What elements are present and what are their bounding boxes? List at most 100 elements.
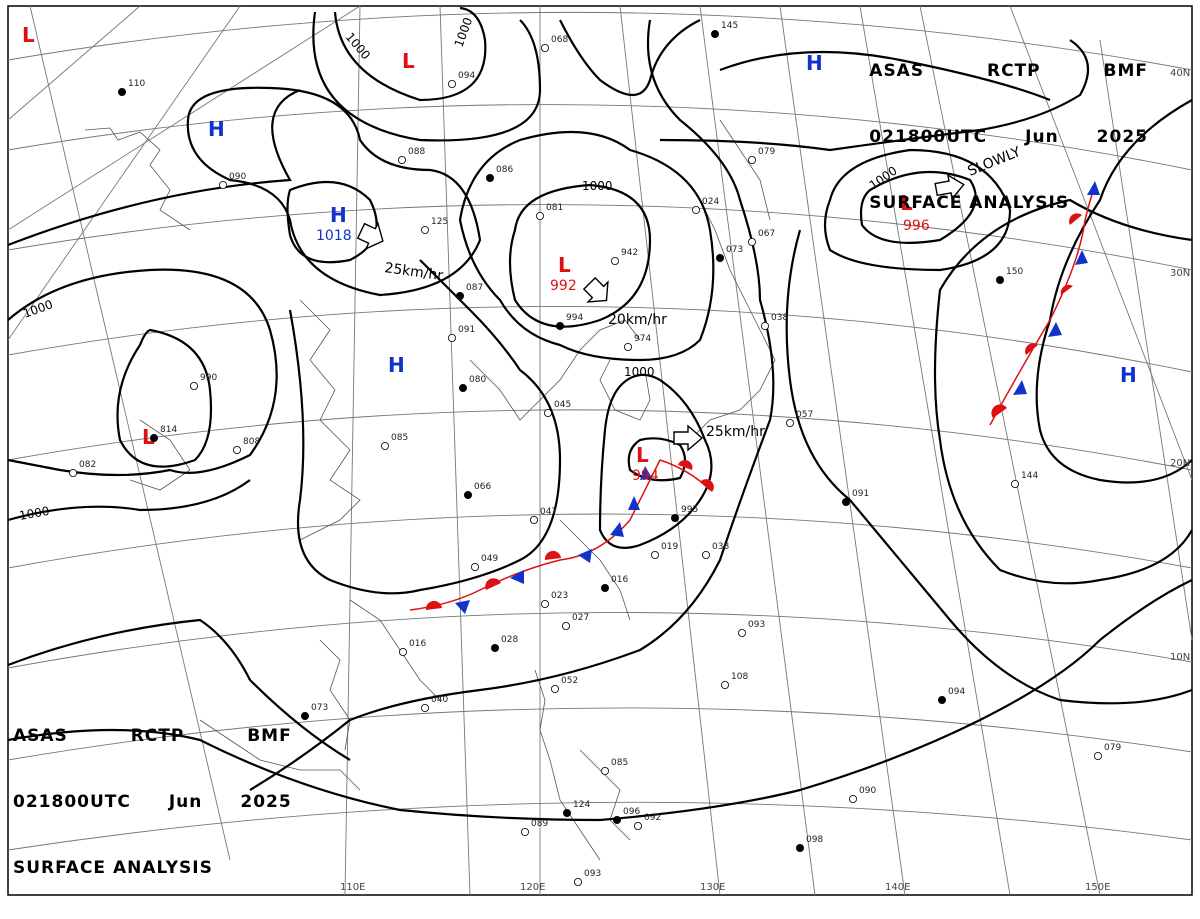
station-marker [232,445,241,454]
station-marker [711,29,720,38]
motion-speed: 25km/hr [383,260,444,284]
station-pressure: 057 [796,410,813,420]
cold-front-symbol [1013,380,1027,395]
station-marker [398,648,407,657]
station-pressure: 067 [758,229,775,239]
station-pressure: 089 [531,819,548,829]
valid-time: 021800UTC [869,127,988,147]
cold-front-symbol [628,496,640,510]
station-pressure: 019 [661,542,678,552]
station-marker [748,237,757,246]
valid-month: Jun [1025,127,1059,147]
station-pressure: 038 [712,542,729,552]
warm-front-symbol [425,600,442,610]
isobar-label: 1000 [624,365,655,379]
chart-title: SURFACE ANALYSIS [869,193,1070,213]
station-marker [447,80,456,89]
cold-front-symbol [510,570,524,584]
station-pressure: 091 [852,489,869,499]
station-marker [397,155,406,164]
station-pressure: 110 [128,79,145,89]
station-marker [485,173,494,182]
longitude-label: 130E [700,882,725,893]
station-pressure: 079 [758,147,775,157]
station-marker [470,563,479,572]
station-marker [761,321,770,330]
station-marker [118,88,127,97]
station-pressure: 049 [481,554,498,564]
low-center: L [558,253,571,277]
station-marker [671,514,680,523]
station-pressure: 038 [771,313,788,323]
station-pressure: 085 [611,758,628,768]
header-bottom-left: ASAS RCTP BMF 021800UTC Jun 2025 SURFACE ANA… [13,681,292,901]
latitude-label: 10N [1170,652,1190,663]
station-pressure: 144 [1021,471,1038,481]
station-pressure: 080 [469,375,486,385]
station-pressure: 016 [409,639,426,649]
station-marker [702,551,711,560]
station-marker [748,155,757,164]
station-marker [613,816,622,825]
station-marker [721,681,730,690]
isobar-label: 1000 [343,30,373,62]
station-marker [447,333,456,342]
station-pressure: 942 [621,248,638,258]
warm-front-symbol [485,578,501,590]
station-marker [420,704,429,713]
warm-front-symbol [1060,284,1073,295]
station-pressure: 073 [311,703,328,713]
station-pressure: 081 [546,203,563,213]
motion-arrows [356,173,965,452]
station-marker [300,712,309,721]
agency-code: RCTP [130,726,185,746]
map-frame [7,5,1193,896]
station-pressure: 016 [611,575,628,585]
cold-front-symbol [1048,322,1062,337]
station-marker [551,685,560,694]
station-marker [463,490,472,499]
station-pressure: 094 [458,71,475,81]
station-marker [716,253,725,262]
station-marker [796,844,805,853]
station-marker [544,408,553,417]
station-marker [420,225,429,234]
station-marker [218,180,227,189]
warm-front-symbol [700,479,714,492]
low-center: L [402,49,415,73]
station-marker [601,584,610,593]
station-marker [611,256,620,265]
station-marker [530,516,539,525]
station-marker [651,551,660,560]
station-marker [1094,752,1103,761]
high-center: H [388,353,405,377]
station-pressure: 108 [731,672,748,682]
isobar-label: 1000 [452,16,476,49]
warm-front-symbol [1025,343,1038,355]
low-pressure-value: 994 [632,468,659,484]
low-center: L [636,443,649,467]
station-pressure: 808 [243,437,260,447]
station-marker [149,433,158,442]
station-marker [69,468,78,477]
station-pressure: 994 [566,313,583,323]
station-marker [541,600,550,609]
cold-front-symbol [640,466,652,480]
station-pressure: 086 [496,165,513,175]
station-pressure: 091 [458,325,475,335]
station-marker [938,696,947,705]
isobar-label: 1000 [21,297,54,321]
station-marker [458,383,467,392]
low-pressure-value: 992 [550,278,577,294]
station-plots: 110 068 094 145 081 088 086 090 125 087 091 942 994 9… [69,21,1121,887]
motion-arrow [582,276,609,303]
agency-code: ASAS [869,61,925,81]
station-pressure: 090 [229,172,246,182]
station-pressure: 145 [721,21,738,31]
agency-code: BMF [1103,61,1148,81]
station-marker [842,497,851,506]
cold-front-symbol [1087,181,1100,195]
station-marker [624,342,633,351]
warm-front-symbol [678,460,693,470]
graticule-labels: 40N 30N 20N 10N 110E 120E 130E 140E 150E [340,68,1190,893]
